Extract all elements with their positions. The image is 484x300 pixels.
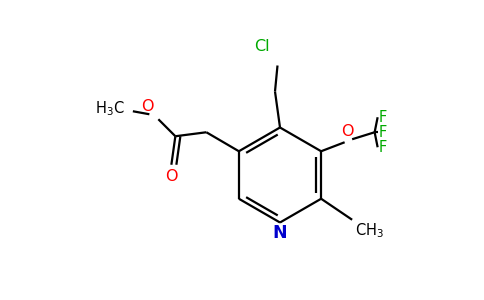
Text: F: F <box>378 110 387 125</box>
Text: CH$_3$: CH$_3$ <box>355 222 384 241</box>
Text: O: O <box>165 169 178 184</box>
Text: F: F <box>378 140 387 155</box>
Text: Cl: Cl <box>254 39 269 54</box>
Text: O: O <box>341 124 353 139</box>
Text: O: O <box>141 99 153 114</box>
Text: F: F <box>378 125 387 140</box>
Text: N: N <box>272 224 287 242</box>
Text: H$_3$C: H$_3$C <box>95 99 125 118</box>
